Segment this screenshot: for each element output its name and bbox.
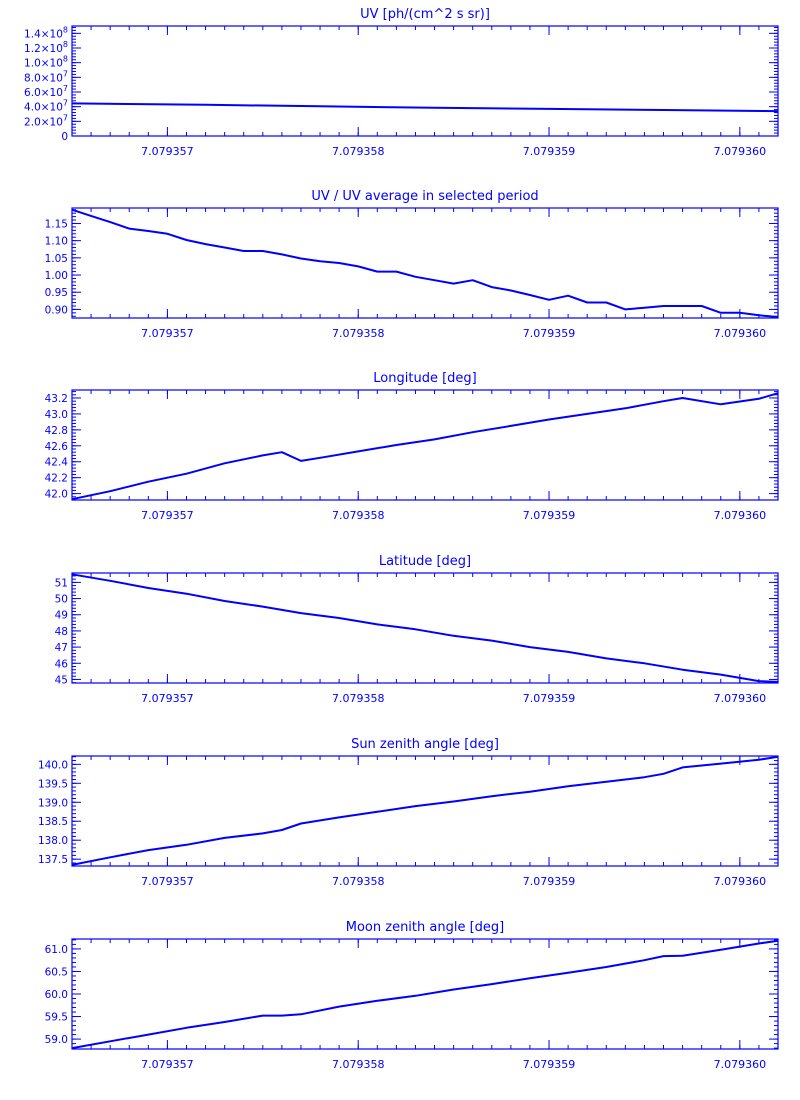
y-tick-label: 43.2 [45, 393, 68, 405]
y-tick-label: 42.4 [45, 457, 69, 469]
y-tick-label: 60.5 [45, 966, 68, 978]
data-line [71, 755, 779, 866]
y-tick-label: 42.2 [45, 473, 68, 485]
panel-title: Moon zenith angle [deg] [346, 920, 504, 935]
y-tick-label: 137.5 [38, 854, 68, 866]
y-tick-label: 1.00 [45, 270, 68, 282]
x-tick-label: 7.079357 [141, 875, 194, 888]
y-tick-label: 42.0 [45, 489, 68, 501]
x-tick-label: 7.079358 [332, 145, 385, 158]
y-tick-label: 8.0×107 [24, 69, 68, 84]
panel-2: UV / UV average in selected period 7.0793… [45, 189, 779, 340]
y-tick-label: 2.0×107 [24, 113, 68, 128]
y-tick-label: 59.5 [45, 1012, 68, 1024]
y-tick-label: 0.95 [45, 287, 68, 299]
y-tick-label: 48 [55, 626, 68, 638]
y-tick-label: 1.15 [45, 218, 68, 230]
plot-frame [71, 572, 779, 684]
plot-frame [71, 207, 779, 319]
x-tick-label: 7.079358 [332, 509, 385, 522]
panel-title: Latitude [deg] [379, 554, 471, 569]
y-tick-label: 46 [55, 658, 69, 670]
y-tick-label: 4.0×107 [24, 99, 68, 114]
y-tick-label: 1.05 [45, 253, 68, 265]
y-tick-label: 42.6 [45, 441, 69, 453]
panel-4: Latitude [deg] 7.079357 7.079358 7.079359 7.… [55, 554, 779, 705]
x-tick-label: 7.079357 [141, 1058, 194, 1071]
x-tick-label: 7.079360 [714, 327, 767, 340]
x-tick-label: 7.079360 [714, 145, 767, 158]
x-tick-label: 7.079360 [714, 692, 767, 705]
x-tick-label: 7.079358 [332, 327, 385, 340]
x-tick-label: 7.079359 [523, 1058, 576, 1071]
panel-title: UV [ph/(cm^2 s sr)] [360, 7, 490, 22]
plot-frame [71, 755, 779, 867]
panel-6: Moon zenith angle [deg] 7.079357 7.079358 7… [45, 920, 779, 1071]
y-tick-label: 0 [61, 131, 68, 143]
x-tick-label: 7.079357 [141, 145, 194, 158]
y-tick-label: 138.0 [38, 835, 68, 847]
panel-title: Sun zenith angle [deg] [351, 737, 499, 752]
x-tick-label: 7.079359 [523, 509, 576, 522]
y-tick-label: 139.0 [38, 797, 68, 809]
data-line [71, 939, 779, 1050]
y-tick-label: 6.0×107 [24, 84, 68, 99]
data-line [71, 573, 779, 683]
y-tick-label: 140.0 [38, 759, 68, 771]
x-tick-label: 7.079358 [332, 692, 385, 705]
plot-frame [71, 389, 779, 501]
y-tick-label: 1.2×108 [24, 40, 68, 55]
y-tick-label: 60.0 [45, 989, 68, 1001]
x-tick-label: 7.079358 [332, 1058, 385, 1071]
x-tick-label: 7.079360 [714, 509, 767, 522]
y-tick-label: 43.0 [45, 409, 68, 421]
x-tick-label: 7.079359 [523, 692, 576, 705]
y-tick-label: 51 [55, 577, 68, 589]
x-tick-label: 7.079360 [714, 875, 767, 888]
x-tick-label: 7.079359 [523, 327, 576, 340]
y-tick-label: 49 [55, 610, 68, 622]
panel-title: Longitude [deg] [373, 371, 476, 386]
x-tick-label: 7.079358 [332, 875, 385, 888]
panel-title: UV / UV average in selected period [311, 189, 538, 204]
data-line [71, 392, 779, 501]
y-tick-label: 1.10 [45, 236, 68, 248]
plot-frame [71, 25, 779, 137]
y-tick-label: 45 [55, 674, 68, 686]
x-tick-label: 7.079359 [523, 145, 576, 158]
y-tick-label: 0.90 [45, 304, 68, 316]
x-tick-label: 7.079357 [141, 692, 194, 705]
data-line [71, 208, 779, 318]
x-tick-label: 7.079360 [714, 1058, 767, 1071]
y-tick-label: 1.0×108 [24, 55, 68, 70]
panel-5: Sun zenith angle [deg] 7.079357 7.079358 7.… [38, 737, 779, 888]
y-tick-label: 47 [55, 642, 68, 654]
data-line [71, 102, 779, 113]
panel-3: Longitude [deg] 7.079357 7.079358 7.079359 7… [45, 371, 779, 522]
x-tick-label: 7.079359 [523, 875, 576, 888]
panel-1: UV [ph/(cm^2 s sr)] 7.079357 7.079358 7.079… [24, 7, 779, 158]
y-tick-label: 139.5 [38, 778, 68, 790]
y-tick-label: 61.0 [45, 944, 68, 956]
y-tick-label: 138.5 [38, 816, 68, 828]
y-tick-label: 42.8 [45, 425, 68, 437]
y-tick-label: 1.4×108 [24, 25, 68, 40]
y-tick-label: 59.0 [45, 1034, 68, 1046]
x-tick-label: 7.079357 [141, 509, 194, 522]
x-tick-label: 7.079357 [141, 327, 194, 340]
y-tick-label: 50 [55, 594, 68, 606]
